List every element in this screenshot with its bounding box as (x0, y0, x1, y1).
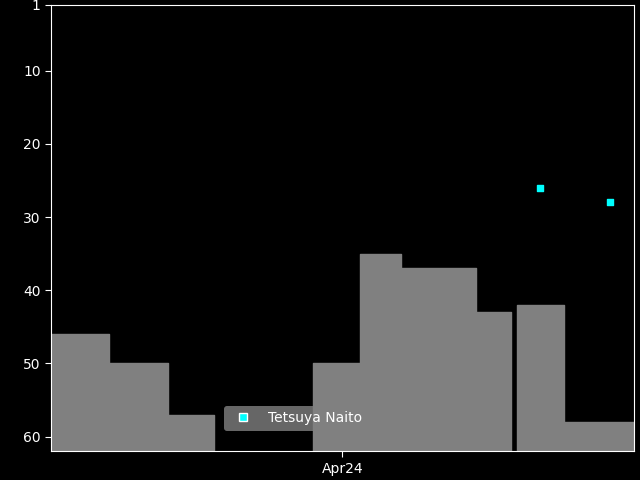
Legend: Tetsuya Naito: Tetsuya Naito (224, 406, 368, 431)
Point (535, 184, 545, 192)
Point (605, 199, 616, 206)
